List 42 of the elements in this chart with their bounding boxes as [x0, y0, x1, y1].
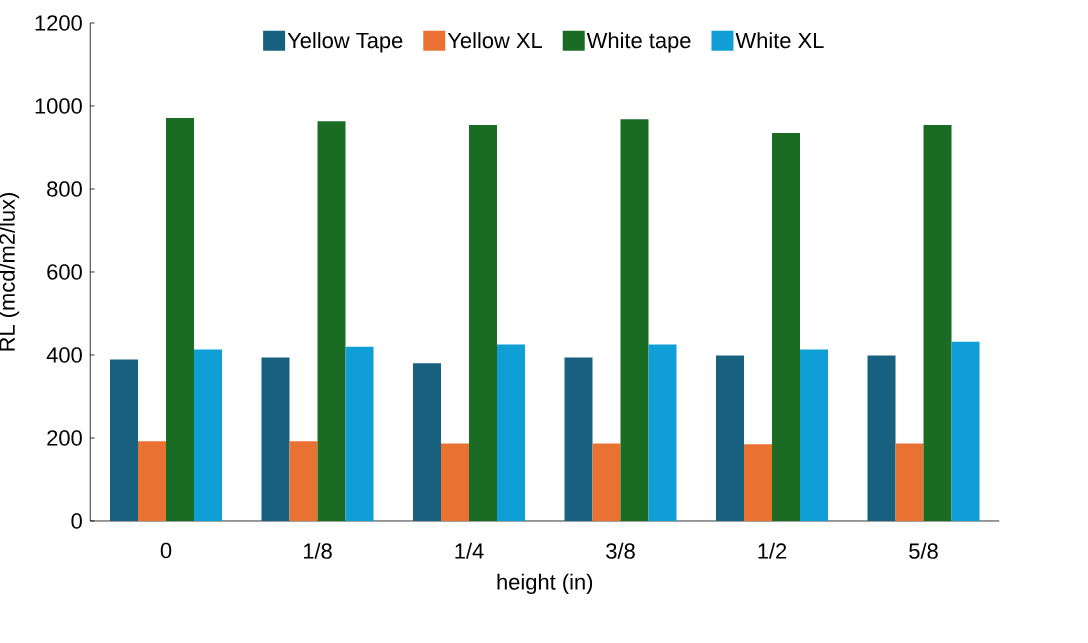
bar: [895, 443, 924, 521]
bar: [951, 341, 980, 521]
y-tick-label: 600: [47, 264, 82, 280]
x-tick-label: 1/2: [758, 542, 787, 559]
bar: [744, 444, 773, 521]
bar: [800, 349, 829, 521]
y-tick-label: 1200: [35, 15, 82, 31]
bar: [648, 344, 677, 521]
legend-label: Yellow XL: [447, 32, 542, 49]
y-tick-label: 0: [71, 513, 82, 529]
y-tick-label: 800: [47, 181, 82, 197]
x-axis-title: height (in): [497, 573, 593, 595]
y-tick-label: 200: [47, 430, 82, 446]
bar: [716, 355, 745, 521]
x-tick-label: 3/8: [606, 542, 635, 559]
bar: [469, 125, 498, 521]
bar: [772, 132, 801, 521]
bar: [289, 441, 318, 521]
y-tick-label: 1000: [35, 98, 82, 114]
x-tick-label: 1/4: [455, 542, 484, 559]
legend-label: White tape: [586, 32, 691, 53]
bar: [620, 119, 649, 521]
x-tick-label: 5/8: [909, 542, 938, 559]
bar: [110, 359, 139, 521]
bar: [261, 357, 290, 521]
bar: [867, 355, 896, 521]
y-tick-label: 400: [46, 347, 82, 363]
bar: [194, 349, 223, 521]
legend-label: White XL: [735, 32, 824, 49]
legend-label: Yellow Tape: [287, 32, 403, 53]
bar: [497, 344, 526, 521]
bar: [166, 118, 195, 521]
bar: [138, 441, 167, 521]
bar: [317, 121, 346, 521]
bar: [413, 363, 442, 521]
bar: [441, 443, 470, 521]
bar: [564, 357, 593, 521]
bar: [345, 346, 374, 521]
x-tick-label: 1/8: [303, 542, 332, 559]
bar: [923, 125, 952, 521]
bar: [592, 443, 621, 521]
x-tick-label: 0: [160, 542, 172, 559]
